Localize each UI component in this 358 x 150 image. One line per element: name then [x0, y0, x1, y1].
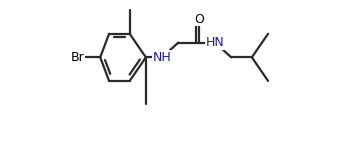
Text: NH: NH: [153, 51, 171, 64]
Text: Br: Br: [70, 51, 84, 64]
Text: HN: HN: [206, 36, 224, 49]
Text: O: O: [194, 13, 204, 26]
